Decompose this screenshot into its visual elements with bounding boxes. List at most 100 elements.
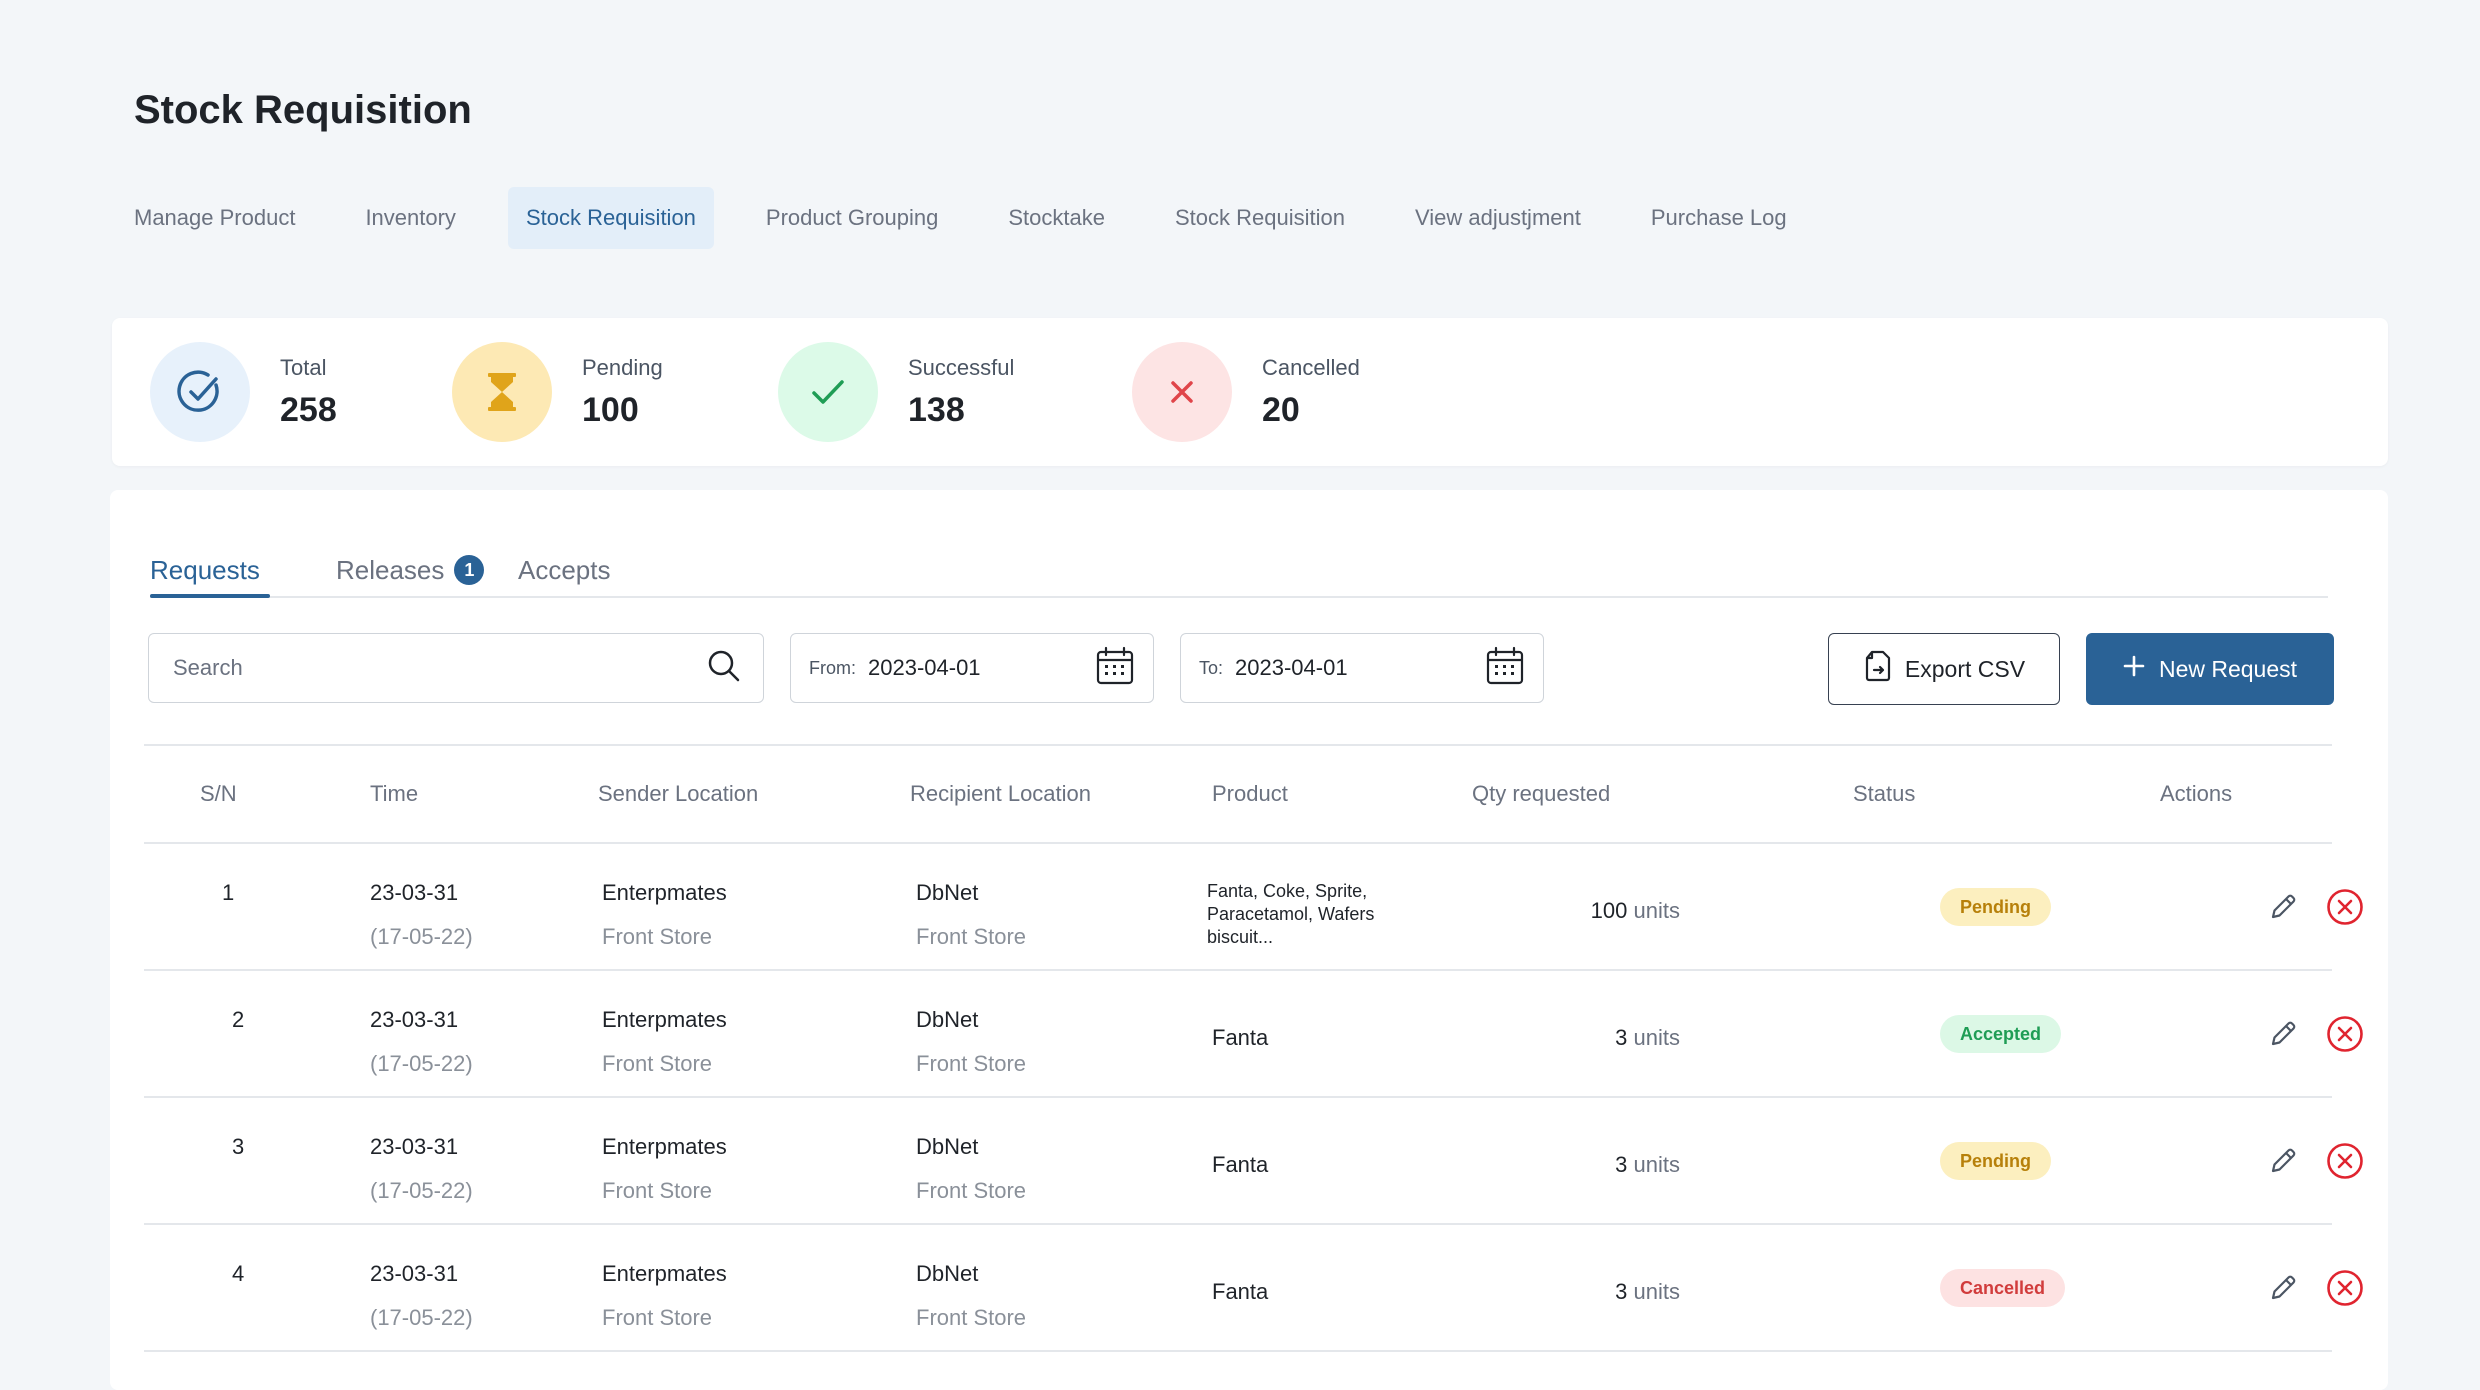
- nav-tab-stocktake[interactable]: Stocktake: [1008, 205, 1105, 230]
- table-row[interactable]: 3 23-03-31 (17-05-22) Enterpmates Front …: [144, 1098, 2363, 1225]
- status-badge: Pending: [1940, 1142, 2051, 1180]
- tab-releases[interactable]: Releases 1: [336, 550, 485, 590]
- row-time: (17-05-22): [370, 1178, 473, 1203]
- edit-pencil-icon[interactable]: [2264, 1015, 2302, 1053]
- new-request-label: New Request: [2158, 655, 2298, 682]
- qty-unit: units: [1633, 1025, 1680, 1050]
- search-input[interactable]: [171, 654, 707, 682]
- status-badge: Cancelled: [1940, 1269, 2066, 1307]
- table-row[interactable]: 4 23-03-31 (17-05-22) Enterpmates Front …: [144, 1225, 2363, 1352]
- hourglass-icon: [452, 342, 552, 442]
- stat-value: 20: [1262, 390, 1300, 429]
- nav-tab-view-adjustment[interactable]: View adjustjment: [1414, 205, 1581, 230]
- col-sender-location: Sender Location: [598, 781, 759, 806]
- nav-tab-stock-requisition[interactable]: Stock Requisition: [507, 187, 714, 249]
- row-product: Fanta: [1212, 1025, 1269, 1050]
- col-recipient-location: Recipient Location: [910, 781, 1092, 806]
- col-status: Status: [1853, 781, 1916, 806]
- from-label: From:: [809, 657, 856, 678]
- row-date: 23-03-31: [370, 1007, 459, 1032]
- col-product: Product: [1212, 781, 1288, 806]
- stat-label: Pending: [582, 354, 663, 380]
- edit-pencil-icon[interactable]: [2264, 888, 2302, 926]
- row-sender-store: Front Store: [602, 1305, 713, 1330]
- row-recipient: DbNet: [916, 880, 979, 905]
- row-date: 23-03-31: [370, 880, 459, 905]
- cancel-circle-icon[interactable]: [2326, 1269, 2364, 1307]
- from-date-field[interactable]: From: 2023-04-01: [790, 633, 1154, 703]
- row-qty: 100 units: [1560, 898, 1680, 924]
- cancel-circle-icon[interactable]: [2326, 888, 2364, 926]
- from-date-value: 2023-04-01: [868, 655, 981, 680]
- row-time: (17-05-22): [370, 1305, 473, 1330]
- to-date-value: 2023-04-01: [1235, 655, 1348, 680]
- row-qty: 3 units: [1560, 1152, 1680, 1178]
- status-badge: Pending: [1940, 888, 2051, 926]
- nav-tab-purchase-log[interactable]: Purchase Log: [1650, 205, 1787, 230]
- col-qty-requested: Qty requested: [1472, 781, 1611, 806]
- row-recipient-store: Front Store: [916, 1178, 1027, 1203]
- export-csv-button[interactable]: Export CSV: [1828, 633, 2060, 705]
- row-recipient-store: Front Store: [916, 1305, 1027, 1330]
- module-nav: Manage Product Inventory Stock Requisiti…: [116, 187, 1833, 249]
- qty-unit: units: [1633, 1152, 1680, 1177]
- col-sn: S/N: [200, 781, 237, 806]
- row-recipient: DbNet: [916, 1007, 979, 1032]
- cancel-circle-icon[interactable]: [2326, 1015, 2364, 1053]
- cancel-circle-icon[interactable]: [2326, 1142, 2364, 1180]
- stat-label: Successful: [908, 354, 1015, 380]
- row-qty: 3 units: [1560, 1279, 1680, 1305]
- nav-tab-manage-product[interactable]: Manage Product: [134, 205, 296, 230]
- row-product: Fanta: [1212, 1279, 1269, 1304]
- stat-successful: Successful 138: [778, 342, 1014, 442]
- row-sender: Enterpmates: [602, 1007, 727, 1032]
- calendar-icon[interactable]: [1485, 646, 1525, 691]
- nav-tab-inventory[interactable]: Inventory: [365, 205, 456, 230]
- row-date: 23-03-31: [370, 1261, 459, 1286]
- qty-value: 100: [1590, 898, 1628, 923]
- row-qty: 3 units: [1560, 1025, 1680, 1051]
- requisition-panel: Requests Releases 1 Accepts From: 2023-0…: [110, 490, 2388, 1390]
- edit-pencil-icon[interactable]: [2264, 1142, 2302, 1180]
- nav-tab-stock-requisition-2[interactable]: Stock Requisition: [1174, 205, 1345, 230]
- calendar-icon[interactable]: [1095, 646, 1135, 691]
- stat-cancelled: Cancelled 20: [1132, 342, 1360, 442]
- row-sender: Enterpmates: [602, 1261, 727, 1286]
- row-recipient: DbNet: [916, 1261, 979, 1286]
- table-header: S/N Time Sender Location Recipient Locat…: [144, 744, 2332, 844]
- row-recipient: DbNet: [916, 1134, 979, 1159]
- request-tabs: Requests Releases 1 Accepts: [150, 550, 2328, 598]
- row-sender: Enterpmates: [602, 1134, 727, 1159]
- row-time: (17-05-22): [370, 1051, 473, 1076]
- stat-label: Cancelled: [1262, 354, 1360, 380]
- check-icon: [778, 342, 878, 442]
- new-request-button[interactable]: New Request: [2086, 633, 2334, 705]
- export-file-icon: [1863, 650, 1891, 688]
- nav-tab-product-grouping[interactable]: Product Grouping: [765, 205, 939, 230]
- stats-card: Total 258 Pending 100 Successful 138: [112, 318, 2388, 466]
- tab-requests[interactable]: Requests: [150, 550, 270, 598]
- close-icon: [1132, 342, 1232, 442]
- export-csv-label: Export CSV: [1904, 655, 2026, 682]
- row-recipient-store: Front Store: [916, 924, 1027, 949]
- table-row[interactable]: 1 23-03-31 (17-05-22) Enterpmates Front …: [144, 844, 2363, 971]
- search-icon[interactable]: [707, 649, 741, 688]
- stat-pending: Pending 100: [452, 342, 663, 442]
- status-badge: Accepted: [1940, 1015, 2062, 1053]
- qty-value: 3: [1615, 1279, 1628, 1304]
- row-sender-store: Front Store: [602, 1178, 713, 1203]
- edit-pencil-icon[interactable]: [2264, 1269, 2302, 1307]
- row-sender-store: Front Store: [602, 1051, 713, 1076]
- stat-value: 138: [908, 390, 965, 429]
- to-label: To:: [1199, 657, 1224, 678]
- to-date-field[interactable]: To: 2023-04-01: [1180, 633, 1544, 703]
- qty-unit: units: [1633, 898, 1680, 923]
- tab-label: Accepts: [518, 554, 611, 585]
- page-title: Stock Requisition: [134, 88, 472, 132]
- stat-label: Total: [280, 354, 327, 380]
- row-sender: Enterpmates: [602, 880, 727, 905]
- table-row[interactable]: 2 23-03-31 (17-05-22) Enterpmates Front …: [144, 971, 2363, 1098]
- requisition-table: S/N Time Sender Location Recipient Locat…: [144, 744, 2363, 1352]
- tab-accepts[interactable]: Accepts: [518, 550, 611, 590]
- col-time: Time: [370, 781, 419, 806]
